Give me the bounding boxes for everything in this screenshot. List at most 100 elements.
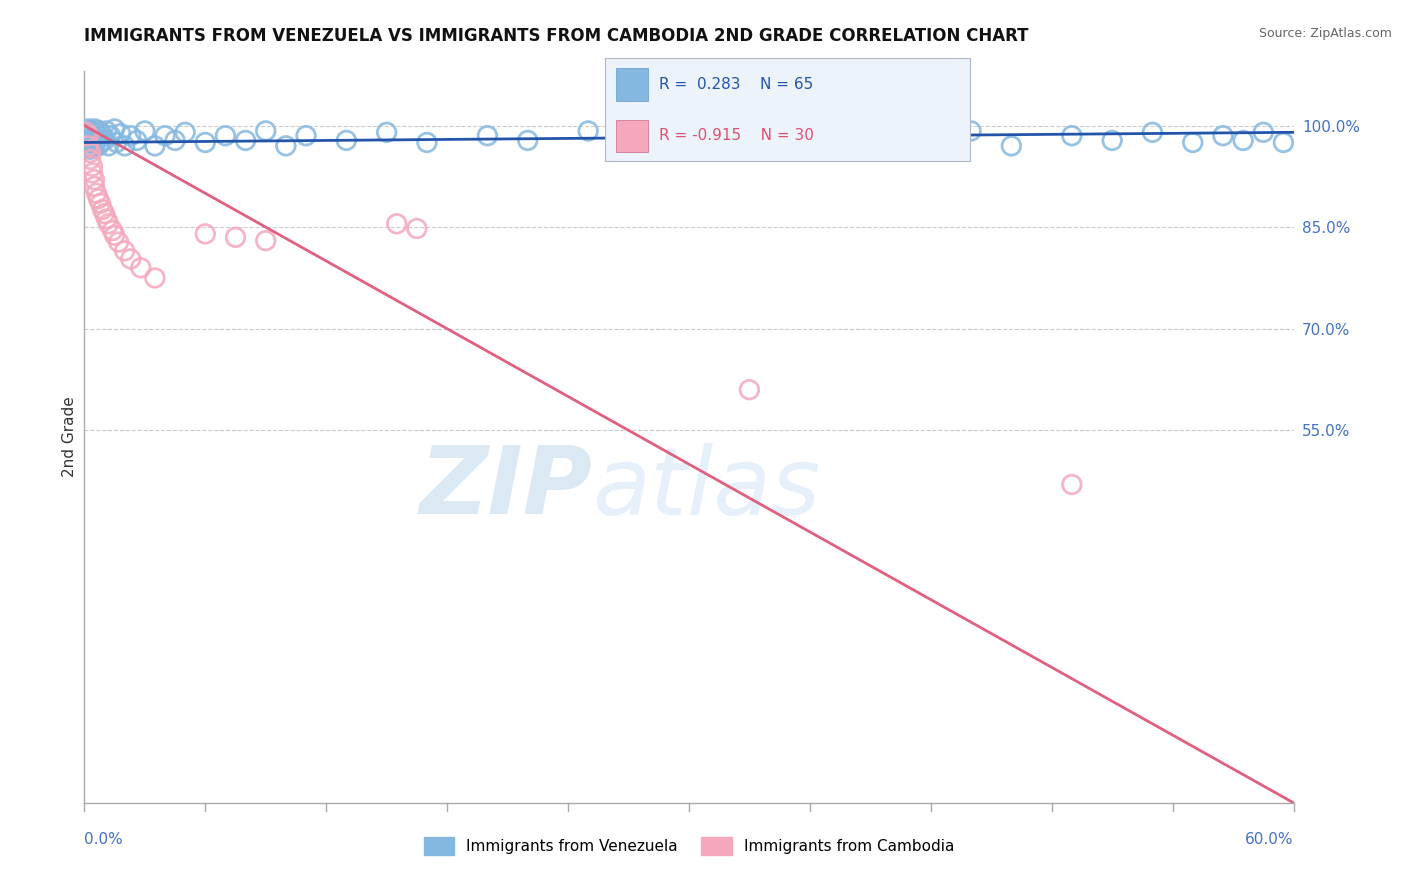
Point <box>75 128 97 143</box>
Point <box>174 125 197 139</box>
Point <box>82 140 104 154</box>
Point <box>818 136 841 150</box>
Point <box>576 124 599 138</box>
Point <box>678 128 700 143</box>
Point <box>960 124 983 138</box>
Point <box>79 136 101 150</box>
Point <box>104 228 127 243</box>
Point <box>125 133 148 147</box>
Point <box>87 139 110 153</box>
Point <box>86 127 108 141</box>
Point <box>1232 133 1254 147</box>
Point <box>82 133 104 147</box>
Point <box>375 125 398 139</box>
Point <box>1060 477 1083 491</box>
Point <box>879 128 901 143</box>
Point <box>87 123 110 137</box>
Point <box>920 133 942 147</box>
Point <box>97 217 120 231</box>
Point <box>77 122 100 136</box>
Text: 0.0%: 0.0% <box>84 832 124 847</box>
Point <box>83 172 105 186</box>
Point <box>82 166 104 180</box>
Point <box>96 124 118 138</box>
Point <box>97 139 120 153</box>
Point <box>104 122 127 136</box>
Point <box>75 125 97 139</box>
Point <box>416 136 439 150</box>
Point <box>1181 136 1204 150</box>
Point <box>225 230 247 244</box>
Point <box>617 139 640 153</box>
Point <box>93 206 115 220</box>
Point <box>89 196 111 211</box>
Point <box>134 124 156 138</box>
Point <box>1060 128 1083 143</box>
Point <box>516 133 538 147</box>
Point <box>83 137 105 152</box>
Point <box>82 159 104 173</box>
Point <box>101 223 124 237</box>
Text: 60.0%: 60.0% <box>1246 832 1294 847</box>
Point <box>143 139 166 153</box>
Point <box>110 127 132 141</box>
Point <box>254 234 277 248</box>
Point <box>214 128 236 143</box>
Point <box>114 139 136 153</box>
Point <box>274 139 297 153</box>
Point <box>77 132 100 146</box>
Point <box>153 128 176 143</box>
Point <box>1000 139 1022 153</box>
Point <box>120 128 142 143</box>
Point <box>194 227 217 241</box>
Point <box>87 192 110 206</box>
Text: R =  0.283    N = 65: R = 0.283 N = 65 <box>659 77 814 92</box>
Bar <box>616 120 648 153</box>
Text: IMMIGRANTS FROM VENEZUELA VS IMMIGRANTS FROM CAMBODIA 2ND GRADE CORRELATION CHAR: IMMIGRANTS FROM VENEZUELA VS IMMIGRANTS … <box>84 27 1029 45</box>
Point <box>83 130 105 145</box>
Point <box>79 142 101 156</box>
Point <box>406 221 429 235</box>
Text: R = -0.915    N = 30: R = -0.915 N = 30 <box>659 128 814 144</box>
Point <box>75 125 97 139</box>
Point <box>385 217 408 231</box>
Point <box>738 383 761 397</box>
Point <box>91 128 114 143</box>
Point <box>165 133 187 147</box>
Y-axis label: 2nd Grade: 2nd Grade <box>62 397 77 477</box>
Point <box>100 128 122 143</box>
Point <box>105 136 128 150</box>
Point <box>254 124 277 138</box>
Point <box>779 125 801 139</box>
Bar <box>616 69 648 101</box>
Point <box>107 235 129 249</box>
Point <box>718 133 741 147</box>
Point <box>1142 125 1164 139</box>
Point <box>143 271 166 285</box>
Text: atlas: atlas <box>592 442 821 533</box>
Point <box>89 136 111 150</box>
Point <box>86 135 108 149</box>
Text: ZIP: ZIP <box>419 442 592 534</box>
Point <box>114 244 136 258</box>
Point <box>86 186 108 201</box>
Point <box>77 139 100 153</box>
Point <box>477 128 499 143</box>
Legend: Immigrants from Venezuela, Immigrants from Cambodia: Immigrants from Venezuela, Immigrants fr… <box>418 831 960 861</box>
Point <box>79 124 101 138</box>
Point <box>83 122 105 136</box>
Point <box>77 139 100 153</box>
Point <box>295 128 318 143</box>
Point <box>235 133 257 147</box>
Text: Source: ZipAtlas.com: Source: ZipAtlas.com <box>1258 27 1392 40</box>
Point <box>1272 136 1295 150</box>
Point <box>1101 133 1123 147</box>
Point <box>91 202 114 217</box>
Point <box>129 260 152 275</box>
Point <box>1212 128 1234 143</box>
Point <box>335 133 357 147</box>
Point <box>96 212 118 227</box>
Point <box>77 128 100 143</box>
Point <box>194 136 217 150</box>
Point <box>79 145 101 160</box>
